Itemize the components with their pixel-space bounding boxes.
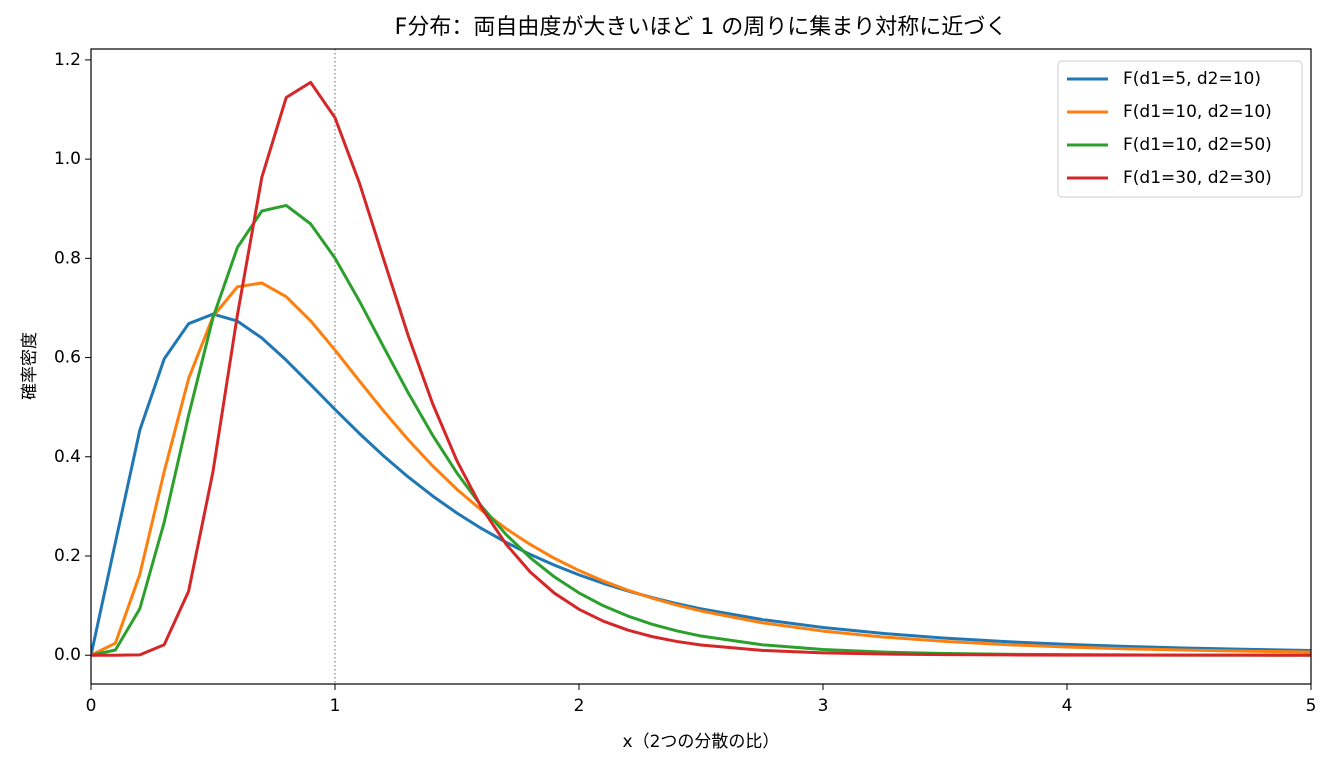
- x-tick-label: 4: [1062, 696, 1073, 716]
- x-tick-label: 2: [574, 696, 585, 716]
- y-tick-label: 1.2: [54, 50, 81, 70]
- chart-title: F分布：両自由度が大きいほど 1 の周りに集まり対称に近づく: [395, 15, 1008, 40]
- x-axis-label: x（2つの分散の比）: [623, 732, 780, 752]
- y-tick-label: 0.6: [54, 348, 81, 368]
- plot-frame: [90, 48, 1312, 685]
- legend-label: F(d1=10, d2=10): [1123, 102, 1272, 122]
- y-tick-label: 0.8: [54, 248, 81, 268]
- line-series: [91, 312, 1311, 656]
- line-series: [91, 281, 1311, 657]
- legend-box: [1057, 60, 1303, 198]
- line-series: [91, 80, 1311, 657]
- y-axis-label: 確率密度: [20, 332, 40, 400]
- x-tick-label: 1: [330, 696, 341, 716]
- x-tick-label: 0: [86, 696, 97, 716]
- y-tick-label: 1.0: [54, 149, 81, 169]
- legend-label: F(d1=10, d2=50): [1123, 135, 1272, 155]
- x-tick-label: 3: [818, 696, 829, 716]
- y-tick-label: 0.0: [54, 645, 81, 665]
- y-tick-label: 0.2: [54, 546, 81, 566]
- x-tick-label: 5: [1306, 696, 1317, 716]
- legend-label: F(d1=30, d2=30): [1123, 168, 1272, 188]
- legend-label: F(d1=5, d2=10): [1123, 69, 1261, 89]
- y-tick-label: 0.4: [54, 447, 81, 467]
